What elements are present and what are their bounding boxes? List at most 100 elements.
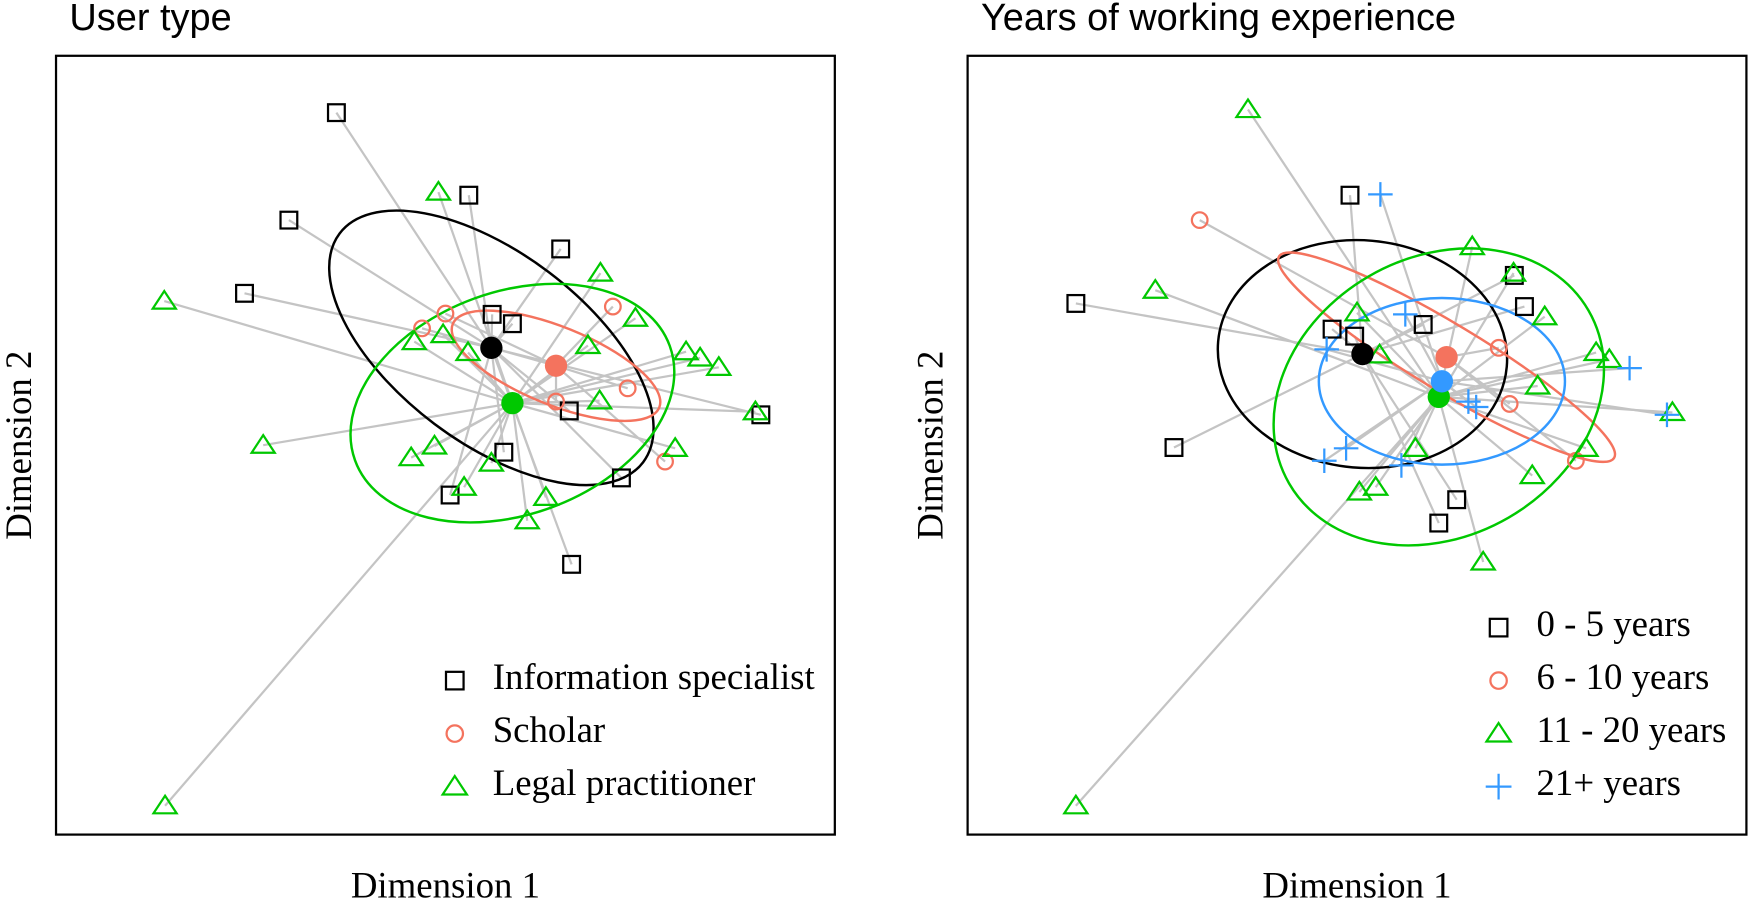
triangle-marker <box>1572 436 1600 457</box>
square-marker <box>1514 297 1534 317</box>
spoke <box>1199 219 1448 359</box>
square-marker <box>1322 319 1342 339</box>
spoke <box>449 347 493 496</box>
plus-marker <box>1314 337 1339 362</box>
confidence-ellipse <box>450 309 662 423</box>
triangle-marker <box>454 340 482 362</box>
triangle-marker <box>1141 278 1169 299</box>
square-marker <box>611 468 631 488</box>
triangle-marker <box>1234 97 1262 119</box>
triangle-marker <box>420 433 449 455</box>
triangle-marker <box>450 475 478 496</box>
triangle-marker <box>1499 261 1528 282</box>
y-axis-label: Dimension 2 <box>0 351 39 540</box>
square-marker <box>551 239 571 259</box>
spoke <box>512 356 701 405</box>
triangle-marker <box>1469 549 1497 571</box>
legend-label: 0 - 5 years <box>1537 603 1691 644</box>
circle-marker <box>1489 338 1508 357</box>
square-marker <box>444 670 465 691</box>
spoke <box>413 340 514 405</box>
plus-marker <box>1312 448 1337 474</box>
legend-label: Information specialist <box>493 656 816 697</box>
triangle-marker <box>397 445 425 467</box>
spoke <box>444 312 557 367</box>
plus-marker <box>1393 302 1418 327</box>
square-marker <box>502 314 522 334</box>
square-marker <box>326 103 346 123</box>
plus-marker <box>1617 355 1642 381</box>
confidence-ellipse <box>1216 238 1509 470</box>
legend-label: 21+ years <box>1537 762 1681 803</box>
triangle-marker <box>477 451 505 472</box>
triangle-marker <box>1458 234 1486 256</box>
circle-marker <box>603 297 622 316</box>
spoke <box>467 195 493 349</box>
spoke <box>512 402 756 413</box>
triangle-marker <box>1484 721 1513 743</box>
spoke <box>335 112 493 349</box>
confidence-ellipse <box>327 209 655 487</box>
circle-marker <box>618 379 637 398</box>
triangle-marker <box>1595 347 1623 369</box>
spoke <box>490 347 623 479</box>
spoke <box>1361 353 1458 501</box>
spoke <box>1441 380 1668 416</box>
triangle-marker <box>672 339 700 361</box>
plot-frame <box>54 54 836 836</box>
plus-marker <box>1368 182 1393 207</box>
centroid <box>1435 346 1458 369</box>
spoke <box>1438 358 1610 398</box>
spoke <box>1438 396 1533 477</box>
confidence-ellipse <box>1272 247 1606 547</box>
spoke <box>511 402 529 521</box>
spoke <box>463 402 514 488</box>
plus-marker <box>1654 402 1680 428</box>
triangle-marker <box>1401 436 1430 457</box>
confidence-ellipse <box>1276 251 1617 464</box>
square-marker <box>1340 185 1360 205</box>
confidence-ellipse <box>1317 296 1567 466</box>
triangle-marker <box>440 774 469 796</box>
centroid <box>544 354 568 377</box>
triangle-marker <box>424 180 453 201</box>
spoke <box>1326 348 1443 383</box>
spoke <box>512 366 719 405</box>
centroid <box>480 336 503 359</box>
square-marker <box>459 185 479 205</box>
triangle-marker <box>150 289 178 310</box>
triangle-marker <box>686 345 714 367</box>
panel: User type Dimension 1 Dimension 2 Informati… <box>0 0 836 906</box>
confidence-ellipse <box>349 282 676 524</box>
square-marker <box>751 405 771 425</box>
spoke <box>1437 396 1485 563</box>
spoke <box>555 364 666 463</box>
circle-marker <box>547 392 565 411</box>
circle-marker <box>445 724 465 743</box>
spoke <box>288 219 492 349</box>
square-marker <box>1447 490 1467 510</box>
square-marker <box>1488 617 1509 638</box>
plus-marker <box>1333 436 1359 461</box>
spoke <box>163 300 513 405</box>
spoke <box>1404 313 1443 382</box>
circle-marker <box>1190 211 1209 230</box>
legend-label: Scholar <box>493 709 605 750</box>
square-marker <box>1345 326 1365 346</box>
x-axis-label: Dimension 1 <box>351 865 540 906</box>
square-marker <box>559 401 579 421</box>
spoke <box>490 248 562 349</box>
spoke <box>1374 396 1440 488</box>
spoke <box>511 272 602 404</box>
centroid <box>1351 342 1374 366</box>
triangle-marker <box>574 333 602 355</box>
triangle-marker <box>621 306 650 327</box>
square-marker <box>1413 314 1433 334</box>
plus-marker <box>1463 394 1489 420</box>
plus-marker <box>1485 773 1512 800</box>
circle-marker <box>1489 671 1508 690</box>
x-axis-label: Dimension 1 <box>1262 865 1451 906</box>
chart-title: User type <box>69 0 231 39</box>
